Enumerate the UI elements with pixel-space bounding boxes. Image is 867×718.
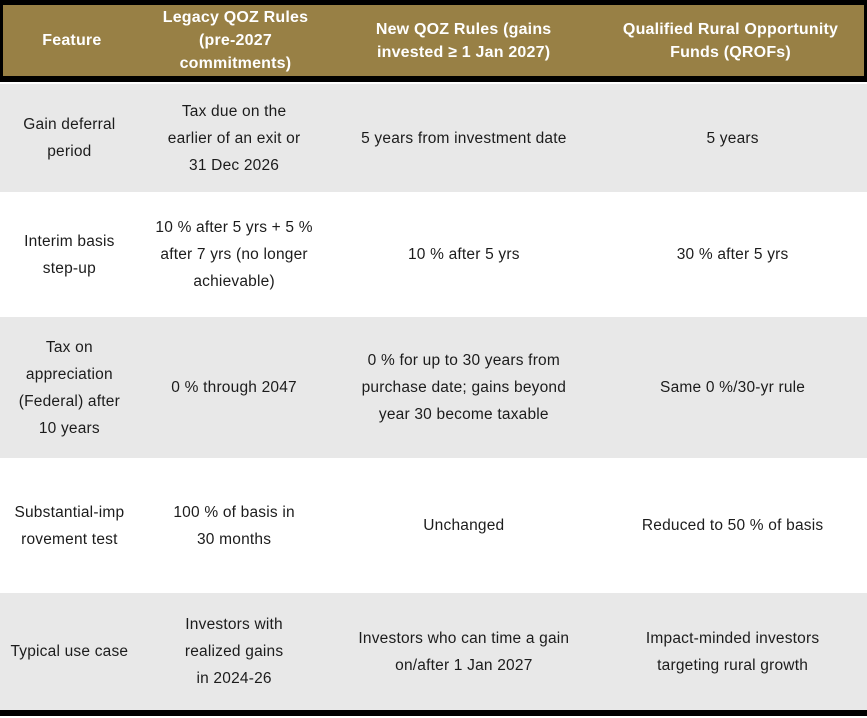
cell-feature: Gain deferral period [23, 116, 116, 160]
cell-feature: Interim basis step-up [24, 232, 115, 277]
table-row-substantial-improvement: Substantial-imp rovement test 100 % of b… [0, 458, 867, 593]
cell-qrof: Reduced to 50 % of basis [641, 517, 824, 534]
header-cell-legacy-qoz-rules: Legacy QOZ Rules (pre-2027 commitments) [162, 9, 309, 72]
cell-new: Investors who can time a gain on/after 1… [358, 629, 570, 674]
header-cell-qrof: Qualified Rural Opportunity Funds (QROFs… [622, 20, 839, 61]
table-row-typical-use-case: Typical use case Investors with realized… [0, 593, 867, 710]
cell-feature: Typical use case [10, 643, 129, 660]
cell-feature: Substantial-imp rovement test [14, 503, 125, 548]
cell-qrof: 30 % after 5 yrs [676, 246, 789, 263]
table-row-tax-on-appreciation: Tax on appreciation (Federal) after 10 y… [0, 317, 867, 458]
table-row-interim-basis: Interim basis step-up 10 % after 5 yrs +… [0, 192, 867, 317]
table-header-row: Feature Legacy QOZ Rules (pre-2027 commi… [0, 0, 867, 82]
header-cell-feature: Feature [42, 32, 102, 49]
cell-qrof: Impact-minded investors targeting rural … [645, 629, 820, 674]
cell-new: 10 % after 5 yrs [407, 246, 520, 263]
table-bottom-border [0, 710, 867, 716]
cell-legacy: 100 % of basis in 30 months [173, 503, 295, 548]
header-cell-new-qoz-rules: New QOZ Rules (gains invested ≥ 1 Jan 20… [375, 20, 552, 61]
cell-qrof: 5 years [706, 129, 759, 147]
cell-legacy: 0 % through 2047 [171, 379, 297, 396]
cell-feature: Tax on appreciation (Federal) after 10 y… [18, 338, 120, 437]
cell-qrof: Same 0 %/30-yr rule [660, 379, 806, 396]
cell-legacy: 10 % after 5 yrs + 5 % after 7 yrs (no l… [155, 219, 313, 290]
table-row-gain-deferral: Gain deferral period Tax due on the earl… [0, 84, 867, 192]
cell-new: 5 years from investment date [361, 129, 567, 147]
cell-legacy: Tax due on the earlier of an exit or 31 … [167, 102, 301, 174]
cell-new: Unchanged [423, 517, 505, 534]
cell-legacy: Investors with realized gains in 2024-26 [184, 616, 284, 687]
cell-new: 0 % for up to 30 years from purchase dat… [361, 352, 567, 423]
